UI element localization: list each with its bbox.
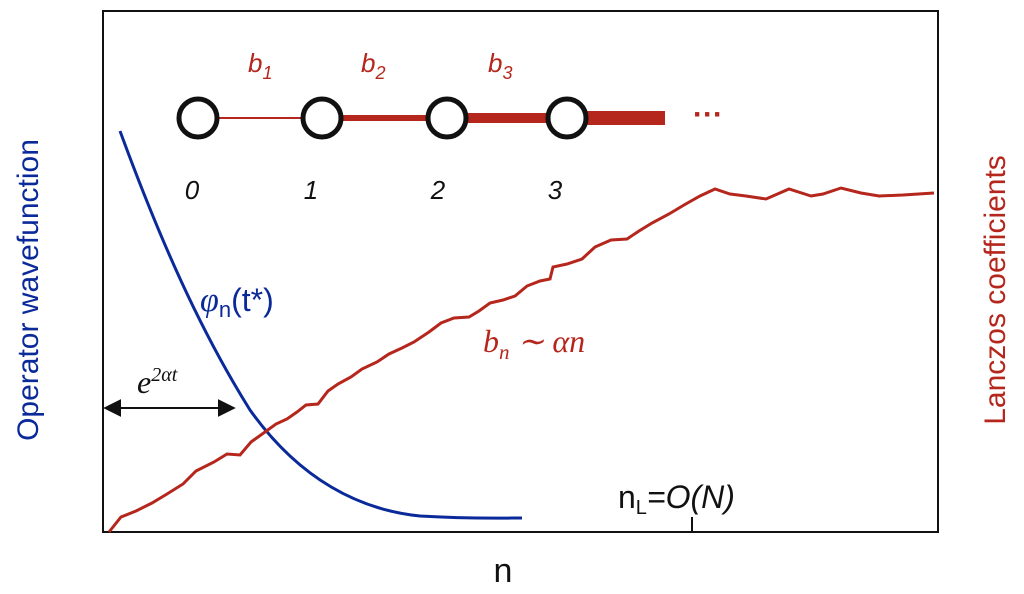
exp-width-label: e2αt: [137, 364, 178, 400]
node-label-3: 3: [548, 175, 563, 205]
chain-node-1: [300, 96, 344, 140]
chain-ellipsis: ···: [693, 98, 723, 131]
wavefunction-label: φn(t*): [200, 282, 274, 322]
nl-label: nL=O(N): [618, 479, 735, 519]
xlabel: n: [494, 552, 513, 590]
node-label-1: 1: [304, 175, 318, 205]
node-label-2: 2: [430, 175, 446, 205]
bond-label-b3: b3: [488, 48, 512, 83]
lanczos-curve: [107, 186, 935, 533]
chain-node-3: [545, 96, 589, 140]
ylabel-right: Lanczos coefficients: [979, 155, 1012, 425]
node-label-0: 0: [185, 175, 200, 205]
bond-label-b1: b1: [248, 48, 272, 83]
bond-label-b2: b2: [361, 48, 385, 83]
chain-node-2: [425, 96, 469, 140]
lanczos-label: bn ∼ αn: [483, 323, 585, 364]
wavefunction-curve: [118, 130, 523, 520]
plot-frame: [102, 10, 939, 533]
chain-node-0: [176, 96, 220, 140]
ylabel-left: Operator wavefunction: [12, 139, 45, 441]
